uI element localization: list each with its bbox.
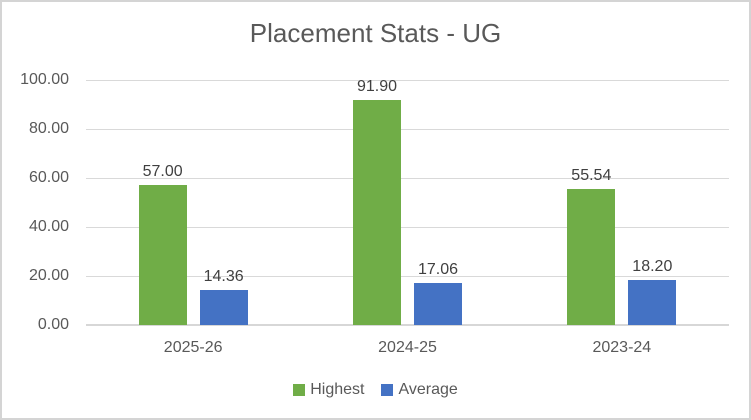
legend-item-average: Average (381, 381, 458, 398)
bar-highest-2023-24 (567, 188, 616, 325)
legend-swatch-highest (293, 384, 306, 396)
legend-swatch-average (381, 384, 394, 396)
gridline-80.00 (86, 129, 729, 130)
legend-label-average: Average (398, 381, 458, 398)
y-tick-label-0.00: 0.00 (37, 316, 69, 333)
data-label-average-2024-25: 17.06 (417, 261, 459, 279)
data-label-average-2023-24: 18.20 (632, 258, 673, 276)
y-tick-label-20.00: 20.00 (28, 267, 69, 284)
x-tick-label-2024-25: 2024-25 (378, 339, 437, 356)
bar-average-2024-25 (414, 283, 462, 325)
gridline-40.00 (86, 227, 729, 228)
data-label-highest-2023-24: 55.54 (571, 166, 612, 184)
data-label-average-2025-26: 14.36 (203, 267, 244, 285)
chart-legend: Highest Average (2, 382, 749, 398)
bar-average-2023-24 (628, 280, 677, 325)
legend-item-highest: Highest (293, 382, 364, 398)
data-label-highest-2025-26: 57.00 (142, 163, 183, 181)
x-axis-line (86, 324, 729, 326)
x-tick-label-2025-26: 2025-26 (163, 339, 223, 356)
gridline-20.00 (86, 276, 729, 277)
y-tick-label-100.00: 100.00 (20, 71, 69, 88)
bar-average-2025-26 (199, 289, 248, 325)
legend-label-highest: Highest (310, 381, 365, 398)
chart-title: Placement Stats - UG (249, 18, 502, 48)
gridline-60.00 (86, 178, 729, 179)
y-tick-label-80.00: 80.00 (28, 120, 69, 137)
plot-area: 57.00 14.36 91.90 17.06 55.54 18.20 (86, 77, 729, 326)
gridline-100.00 (86, 80, 729, 81)
y-axis-tick-labels: 0.00 20.00 40.00 60.00 80.00 100.00 (2, 72, 69, 333)
bar-highest-2024-25 (353, 99, 401, 325)
bar-highest-2025-26 (138, 185, 187, 325)
data-label-highest-2024-25: 91.90 (356, 77, 398, 95)
x-tick-label-2023-24: 2023-24 (592, 339, 652, 356)
y-tick-label-60.00: 60.00 (28, 169, 69, 186)
y-tick-label-40.00: 40.00 (28, 218, 69, 235)
